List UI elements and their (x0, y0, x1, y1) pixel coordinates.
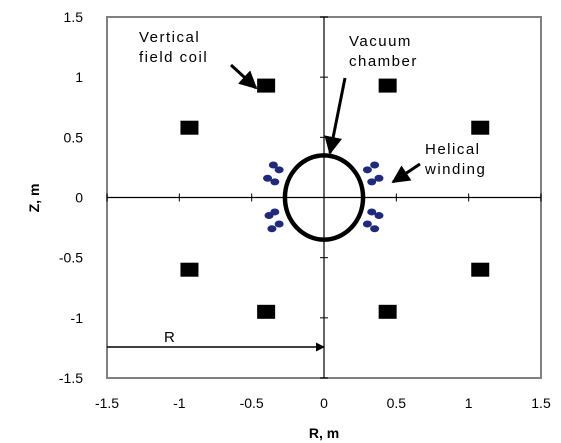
helical-winding-marker (374, 174, 384, 182)
x-tick-label: -1 (173, 395, 186, 411)
y-tick-label: 0.5 (64, 129, 84, 145)
y-tick-label: 1 (75, 69, 83, 85)
y-tick-label: 1.5 (64, 9, 84, 25)
helical-winding-marker (267, 225, 277, 233)
helical-winding-marker (268, 161, 278, 169)
helical-winding-label: Helical (425, 141, 481, 158)
data-marks (180, 78, 490, 319)
vertical-field-coil-label: Vertical (139, 29, 200, 46)
vertical-field-coil-marker (257, 78, 276, 93)
vacuum-chamber-outline (282, 153, 366, 242)
x-tick-label: -0.5 (240, 395, 264, 411)
vacuum-chamber-arrow (324, 77, 347, 155)
vertical-field-coil-marker (378, 304, 397, 319)
x-tick-label: 1.5 (531, 395, 551, 411)
vertical-field-coil-label: field coil (139, 49, 208, 66)
vertical-field-coil-marker (471, 262, 490, 277)
vertical-field-coil-marker (180, 120, 199, 135)
vertical-field-coil-marker (257, 304, 276, 319)
helical-winding-marker (270, 178, 280, 186)
helical-winding-marker (274, 166, 284, 174)
y-tick-label: -1 (71, 310, 84, 326)
vertical-field-coil-marker (471, 120, 490, 135)
helical-winding-marker (367, 178, 377, 186)
y-tick-label: -1.5 (59, 370, 83, 386)
helical-winding-marker (374, 212, 384, 220)
x-tick-label: -1.5 (95, 395, 119, 411)
x-tick-label: 1 (465, 395, 473, 411)
helical-winding-marker (370, 225, 380, 233)
helical-winding-marker (370, 161, 380, 169)
helical-winding-marker (362, 166, 372, 174)
x-tick-labels: -1.5 -1 -0.5 0 0.5 1 1.5 (95, 395, 551, 411)
helical-winding-marker (367, 208, 377, 216)
axes (106, 16, 542, 379)
y-tick-label: 0 (75, 190, 83, 206)
helical-winding-marker (263, 174, 273, 182)
vertical-field-coil-marker (180, 262, 199, 277)
y-tick-label: -0.5 (59, 250, 83, 266)
y-tick-labels: 1.5 1 0.5 0 -0.5 -1 -1.5 (59, 9, 83, 386)
vertical-field-coil-arrow (229, 63, 258, 90)
helical-winding-marker (264, 212, 274, 220)
x-tick-label: 0 (320, 395, 328, 411)
y-axis-title: Z, m (26, 184, 42, 213)
radius-label: R (164, 329, 176, 346)
helical-winding-marker (362, 220, 372, 228)
vacuum-chamber-label: Vacuum (349, 33, 412, 50)
helical-winding-marker (274, 220, 284, 228)
vertical-field-coil-marker (378, 78, 397, 93)
x-tick-label: 0.5 (387, 395, 407, 411)
helical-winding-arrow (391, 162, 421, 184)
annotations: Vertical field coil Vacuum chamber Helical wi… (107, 29, 486, 352)
helical-winding-label: winding (424, 161, 486, 178)
x-axis-title: R, m (309, 425, 339, 441)
vacuum-chamber-label: chamber (349, 53, 418, 70)
